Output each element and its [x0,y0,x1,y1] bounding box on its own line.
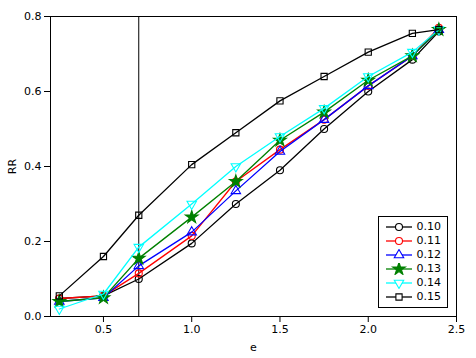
svg-text:0.2: 0.2 [24,235,42,248]
svg-text:1.0: 1.0 [183,323,201,336]
svg-text:0.4: 0.4 [24,160,42,173]
html-text:0.13: 0.13 [416,262,441,275]
html-text:0.10: 0.10 [416,220,441,233]
svg-text:0.8: 0.8 [24,10,42,23]
svg-text:0.0: 0.0 [24,310,42,323]
html-text:0.11: 0.11 [416,234,441,247]
html-text:0.15: 0.15 [416,290,441,303]
html-text:0.12: 0.12 [416,248,441,261]
svg-text:0.6: 0.6 [24,85,42,98]
svg-text:2.0: 2.0 [359,323,377,336]
svg-text:2.5: 2.5 [448,323,466,336]
html-text:0.14: 0.14 [416,276,441,289]
svg-text:e: e [250,341,257,354]
svg-text:RR: RR [6,159,19,175]
svg-text:1.5: 1.5 [271,323,289,336]
svg-text:0.5: 0.5 [95,323,113,336]
